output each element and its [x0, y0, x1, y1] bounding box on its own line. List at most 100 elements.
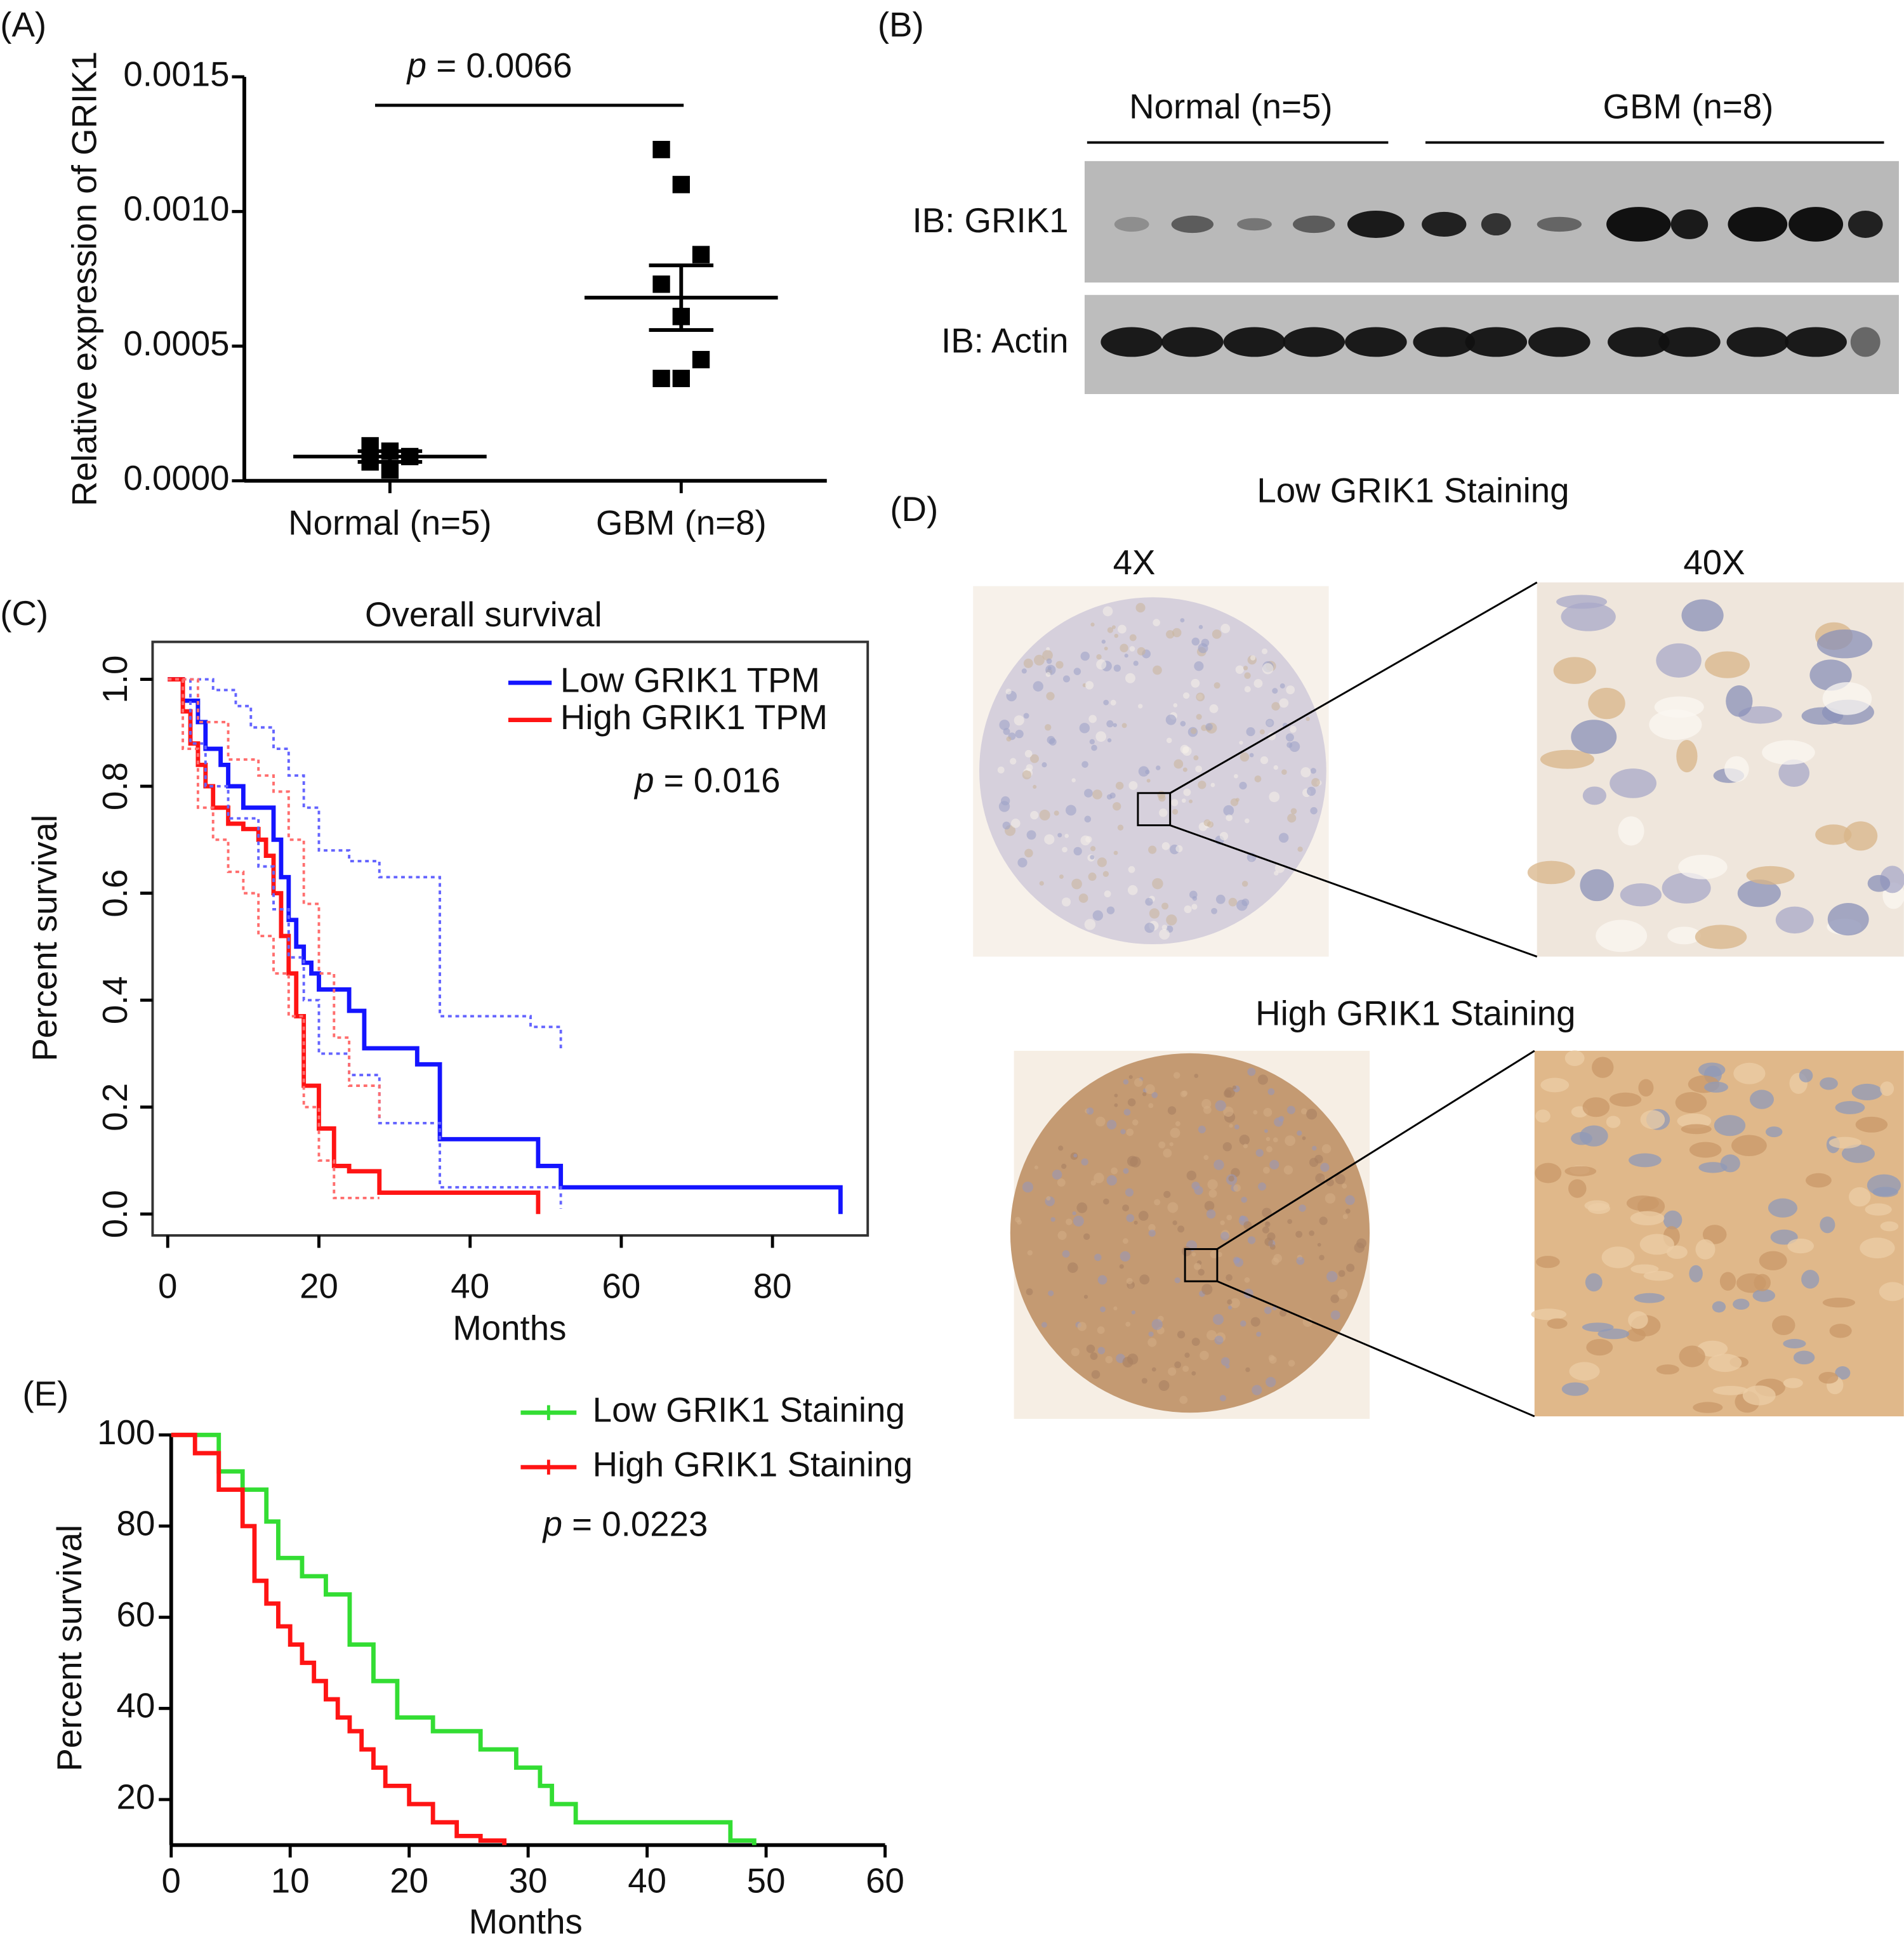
tissue-speck	[1267, 1088, 1275, 1095]
blot-band	[1345, 327, 1407, 357]
tissue-speck	[1159, 808, 1168, 817]
tissue-cell	[1536, 1256, 1560, 1268]
tissue-speck	[1064, 834, 1069, 838]
tissue-speck	[1084, 789, 1093, 798]
tissue-cell	[1762, 740, 1815, 765]
blot-band	[1237, 218, 1272, 231]
tissue-cell	[1816, 629, 1873, 659]
tissue-cell	[1596, 919, 1648, 952]
tissue-cell	[1714, 1115, 1746, 1136]
legend-label: Low GRIK1 Staining	[593, 1391, 905, 1430]
tissue-speck	[1207, 821, 1214, 828]
tissue-speck	[1278, 1116, 1285, 1122]
tissue-speck	[1311, 778, 1320, 787]
tissue-speck	[1260, 756, 1269, 765]
panel-label: (E)	[22, 1374, 69, 1413]
tissue-speck	[1321, 1144, 1332, 1154]
tissue-speck	[1030, 811, 1039, 820]
tissue-cell	[1828, 1136, 1861, 1149]
tissue-cell	[1705, 651, 1750, 678]
tissue-speck	[1067, 1262, 1078, 1273]
tissue-cell	[1662, 873, 1711, 904]
zoom-line	[1169, 581, 1538, 794]
tissue-speck	[1041, 1322, 1047, 1328]
tissue-speck	[1123, 1168, 1129, 1174]
tissue-speck	[1247, 1067, 1256, 1076]
tissue-speck	[1172, 808, 1179, 815]
tissue-speck	[1092, 910, 1104, 921]
tissue-speck	[1306, 1109, 1318, 1120]
y-tick-label: 100	[97, 1413, 155, 1452]
tissue-speck	[1210, 1250, 1219, 1259]
tissue-speck	[1249, 753, 1254, 758]
tissue-speck	[1206, 1209, 1216, 1219]
tissue-cell	[1689, 1142, 1722, 1158]
tissue-speck	[1235, 798, 1240, 802]
tissue-speck	[1126, 1214, 1135, 1222]
tissue-speck	[1141, 1378, 1147, 1384]
tissue-speck	[1062, 846, 1068, 853]
tissue-speck	[1023, 713, 1029, 719]
blot-band	[1528, 327, 1590, 357]
tissue-speck	[1128, 1075, 1133, 1079]
tissue-cell	[1634, 1293, 1665, 1303]
y-tick-label: 0.6	[96, 869, 135, 918]
blot-band	[1223, 327, 1286, 357]
tissue-speck	[1253, 1110, 1258, 1115]
tissue-cell	[1695, 925, 1747, 949]
tissue-speck	[1042, 650, 1053, 661]
tissue-speck	[1091, 744, 1097, 751]
tissue-speck	[1151, 1091, 1158, 1098]
tissue-cell	[1765, 1126, 1783, 1138]
tissue-cell	[1540, 1077, 1570, 1093]
tissue-speck	[1232, 1085, 1237, 1090]
tissue-speck	[1129, 646, 1135, 652]
tissue-speck	[1090, 1352, 1098, 1360]
tissue-speck	[1104, 890, 1111, 898]
y-tick-label: 0.0005	[123, 324, 229, 363]
tissue-speck	[1330, 1294, 1340, 1303]
tissue-speck	[1047, 735, 1055, 744]
y-tick-label: 0.8	[96, 762, 135, 810]
tissue-speck	[1073, 1215, 1084, 1227]
tissue-speck	[1125, 673, 1135, 683]
tissue-speck	[1297, 1130, 1302, 1136]
tissue-cell	[1712, 1301, 1726, 1313]
tissue-speck	[1196, 692, 1205, 702]
tissue-cell	[1580, 869, 1614, 902]
tissue-speck	[1226, 814, 1233, 822]
tissue-speck	[1252, 1385, 1262, 1395]
tissue-speck	[1191, 1338, 1200, 1347]
tissue-speck	[1106, 1175, 1117, 1186]
tissue-speck	[1215, 894, 1226, 904]
tissue-speck	[1078, 893, 1088, 903]
tissue-speck	[1114, 1103, 1118, 1107]
tissue-speck	[1130, 1156, 1141, 1168]
tissue-speck	[1317, 1242, 1321, 1247]
tissue-speck	[1266, 1376, 1276, 1388]
tissue-speck	[1173, 703, 1178, 708]
tissue-speck	[1163, 1190, 1171, 1198]
tissue-speck	[1214, 1335, 1224, 1345]
tissue-speck	[1269, 791, 1280, 803]
tissue-speck	[1168, 1367, 1177, 1376]
tissue-speck	[1198, 1125, 1206, 1133]
tissue-speck	[1169, 1142, 1173, 1147]
tissue-speck	[1120, 1251, 1130, 1262]
tissue-speck	[1345, 1195, 1355, 1206]
tissue-cell	[1772, 1315, 1795, 1336]
tissue-speck	[1010, 819, 1021, 828]
tissue-speck	[1137, 647, 1146, 655]
tissue-speck	[1081, 761, 1088, 768]
tissue-speck	[1167, 1202, 1179, 1213]
y-tick-label: 0.2	[96, 1083, 135, 1131]
tissue-speck	[1158, 1380, 1170, 1392]
tissue-speck	[1062, 1250, 1070, 1258]
tissue-cell	[1535, 1163, 1562, 1183]
legend-label: Low GRIK1 TPM	[560, 661, 820, 699]
tissue-speck	[1113, 664, 1121, 672]
tissue-speck	[1094, 1253, 1102, 1261]
tissue-speck	[1295, 1230, 1303, 1238]
blot-band	[1850, 327, 1881, 357]
tissue-speck	[1255, 1149, 1264, 1157]
